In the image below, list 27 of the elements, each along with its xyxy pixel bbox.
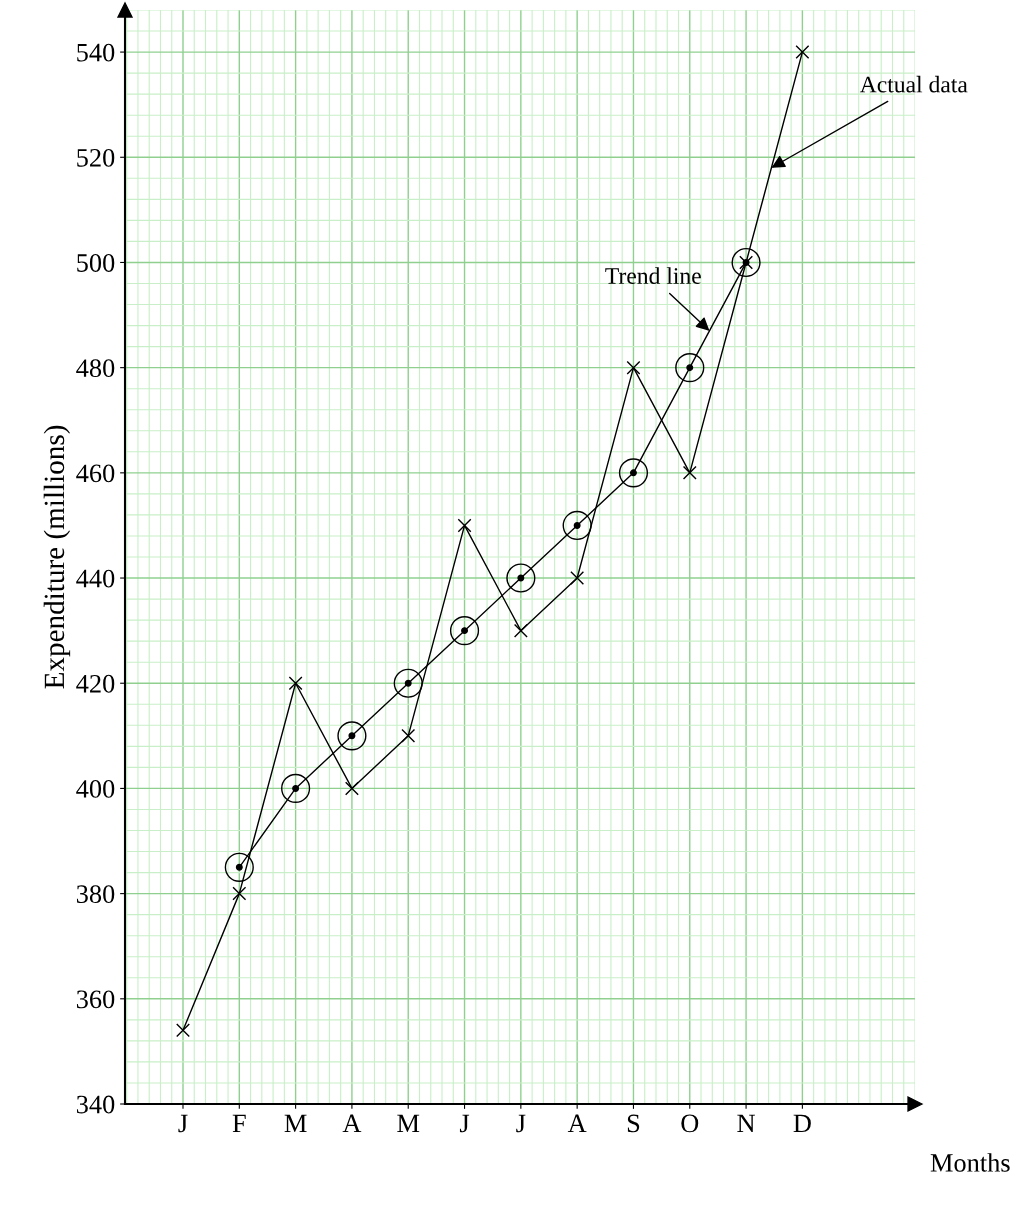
y-tick-label: 360 <box>76 990 115 1009</box>
series-label: Trend line <box>605 267 701 284</box>
text: Actual data <box>859 75 968 93</box>
x-tick-label: J <box>459 1114 470 1133</box>
x-tick-label: M <box>397 1114 420 1133</box>
y-tick-label: 460 <box>76 464 115 483</box>
y-tick-label: 540 <box>77 43 115 62</box>
x-tick-label: A <box>342 1114 362 1133</box>
x-tick-label: M <box>284 1114 307 1133</box>
x-axis-title: Months <box>930 1153 1010 1172</box>
x-tick-label: O <box>681 1114 699 1133</box>
y-tick-label: 380 <box>76 885 115 904</box>
x-tick-label: F <box>232 1114 246 1133</box>
y-tick-label: 400 <box>76 780 115 798</box>
x-tick-label: A <box>567 1114 587 1133</box>
y-tick-label: 440 <box>76 569 115 588</box>
x-tick-label: S <box>627 1114 640 1133</box>
x-tick-label: J <box>178 1114 188 1133</box>
y-axis-title: Expenditure (millions) <box>43 425 71 689</box>
y-tick-label: 520 <box>77 148 115 167</box>
x-tick-label: N <box>737 1114 755 1133</box>
y-tick-label: 500 <box>77 254 115 272</box>
y-tick-label: 480 <box>76 359 115 378</box>
y-tick-label: 420 <box>76 674 115 693</box>
y-tick-label: 340 <box>76 1095 115 1114</box>
x-tick-label: D <box>793 1114 811 1133</box>
x-tick-label: J <box>516 1114 526 1133</box>
